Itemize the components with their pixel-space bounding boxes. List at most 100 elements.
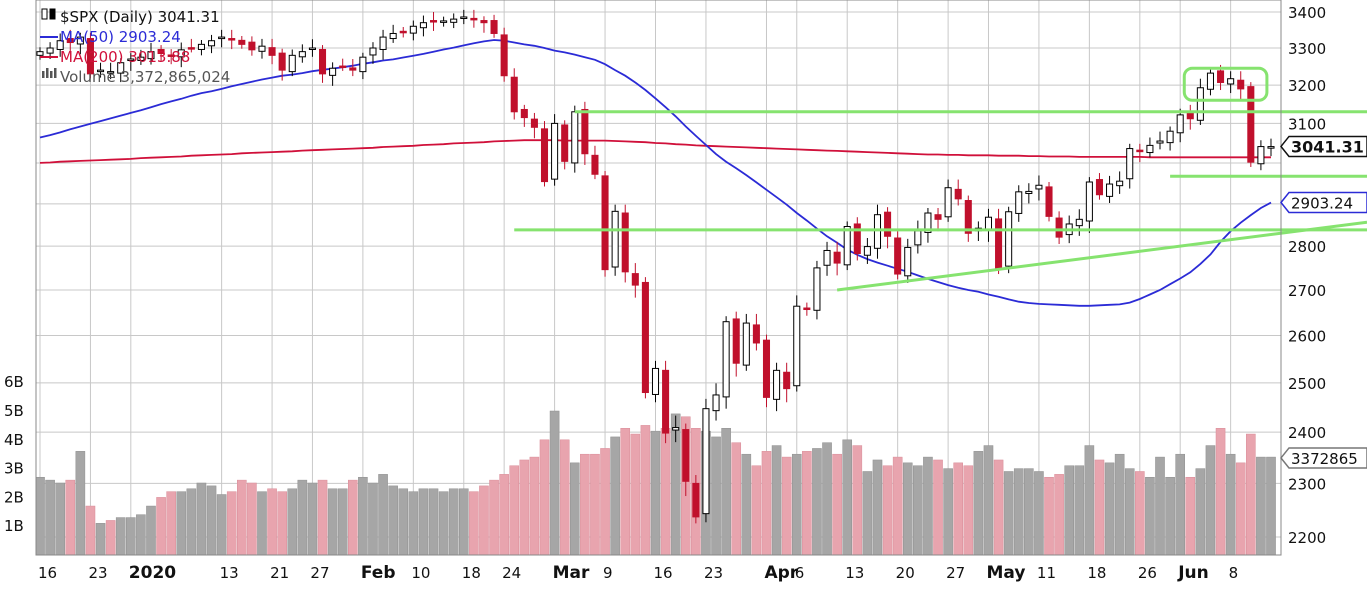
x-tick-label: 27	[310, 564, 329, 582]
volume-bar	[1024, 468, 1034, 555]
candle-body	[884, 211, 892, 237]
legend: $SPX (Daily) 3041.31 MA(50) 2903.24 MA(200…	[40, 8, 230, 86]
volume-bar	[206, 485, 217, 555]
annotations	[1182, 66, 1269, 102]
volume-bar	[1145, 476, 1155, 555]
x-tick-label: 16	[654, 564, 673, 582]
candle-body	[1126, 148, 1134, 180]
volume-bar	[923, 456, 933, 555]
candle-body	[1106, 183, 1114, 197]
candle-body	[1116, 180, 1124, 187]
candle-body	[984, 216, 993, 231]
volume-bar	[1084, 445, 1095, 555]
volume-tick-label: 1B	[4, 517, 24, 535]
volume-bar	[670, 413, 681, 555]
x-tick-label: Feb	[361, 563, 396, 583]
volume-bar	[539, 439, 550, 555]
volume-bar	[1054, 474, 1064, 555]
candle-body	[1247, 86, 1255, 163]
y-tick-label: 2800	[1288, 238, 1326, 256]
candle-body	[329, 67, 337, 76]
volume-bar	[307, 482, 318, 555]
volume-bar	[176, 491, 187, 555]
trendline-rising-support	[836, 220, 1367, 292]
volume-bar	[237, 479, 247, 555]
volume-bar	[499, 474, 509, 555]
volume-bar	[943, 468, 953, 555]
volume-bar	[75, 451, 86, 555]
candle-body	[1045, 186, 1053, 217]
candle-body	[238, 39, 246, 45]
trendlines	[514, 110, 1367, 292]
candle-body	[601, 175, 609, 271]
legend-swatch-candle	[41, 8, 48, 20]
candle-body	[187, 47, 195, 50]
volume-bar	[802, 451, 812, 555]
candle-body	[117, 62, 125, 74]
candle-body	[571, 111, 579, 164]
candle-body	[551, 122, 559, 180]
x-tick-label: Mar	[553, 563, 590, 583]
candle-body	[1156, 140, 1164, 144]
candle-body	[581, 108, 589, 155]
volume-bar	[287, 488, 298, 555]
candle-body	[540, 128, 549, 183]
candle-body	[873, 214, 882, 249]
x-tick-label: 21	[270, 564, 289, 582]
x-tick-label: 18	[462, 564, 481, 582]
volume-bar	[438, 491, 449, 555]
y-tick-label: 3400	[1288, 4, 1326, 22]
x-tick-label: 24	[502, 564, 521, 582]
x-tick-label: 26	[1138, 564, 1157, 582]
volume-bar	[882, 465, 893, 555]
volume-bar	[428, 488, 439, 555]
volume-bar	[1044, 476, 1054, 555]
legend-swatch-candle	[49, 8, 56, 20]
x-tick-label: May	[986, 563, 1025, 583]
volume-bar	[640, 425, 651, 555]
candle-body	[1136, 149, 1144, 153]
ma50-value-box	[1280, 191, 1367, 214]
candle-body	[419, 22, 427, 29]
x-tick-label: 18	[1087, 564, 1106, 582]
candle-body	[1176, 114, 1184, 134]
candle-body	[611, 210, 619, 268]
volume-bar	[842, 439, 853, 555]
candle-body	[793, 305, 801, 387]
x-tick-label: 27	[946, 564, 965, 582]
highlight-box	[1182, 66, 1269, 102]
volume-bar	[448, 488, 459, 555]
volume-bar	[660, 428, 671, 555]
volume-bar	[1256, 456, 1266, 555]
ma50-line-layer	[39, 39, 1272, 307]
candle-body	[591, 154, 599, 175]
volume-bar	[862, 471, 873, 555]
candle-body	[480, 20, 488, 24]
volume-bar	[892, 456, 903, 555]
volume-bar	[378, 474, 388, 555]
candle-body	[248, 41, 256, 51]
candle-body	[56, 40, 64, 50]
volume-bar	[55, 482, 65, 555]
candle-body	[833, 251, 841, 264]
candle-body	[1095, 179, 1103, 196]
x-tick-label: 8	[1229, 564, 1239, 582]
volume-bar	[620, 428, 631, 555]
y-tick-label: 2300	[1288, 475, 1326, 493]
x-tick-label: 9	[603, 564, 613, 582]
candle-body	[894, 237, 902, 275]
candle-body	[298, 51, 306, 58]
volume-bar	[398, 488, 409, 555]
volume-bar	[1104, 462, 1115, 555]
candle-body	[813, 267, 821, 311]
y-tick-label: 2700	[1288, 282, 1326, 300]
candle-body	[46, 47, 54, 54]
candle-body	[218, 36, 226, 40]
volume-bar	[953, 462, 964, 555]
x-tick-label: Jun	[1177, 563, 1209, 583]
volume-bar	[993, 459, 1004, 555]
candle-body	[1085, 181, 1093, 222]
candle-body	[258, 45, 266, 52]
candle-body	[783, 371, 791, 390]
legend-label: MA(200) 3013.88	[60, 48, 190, 66]
